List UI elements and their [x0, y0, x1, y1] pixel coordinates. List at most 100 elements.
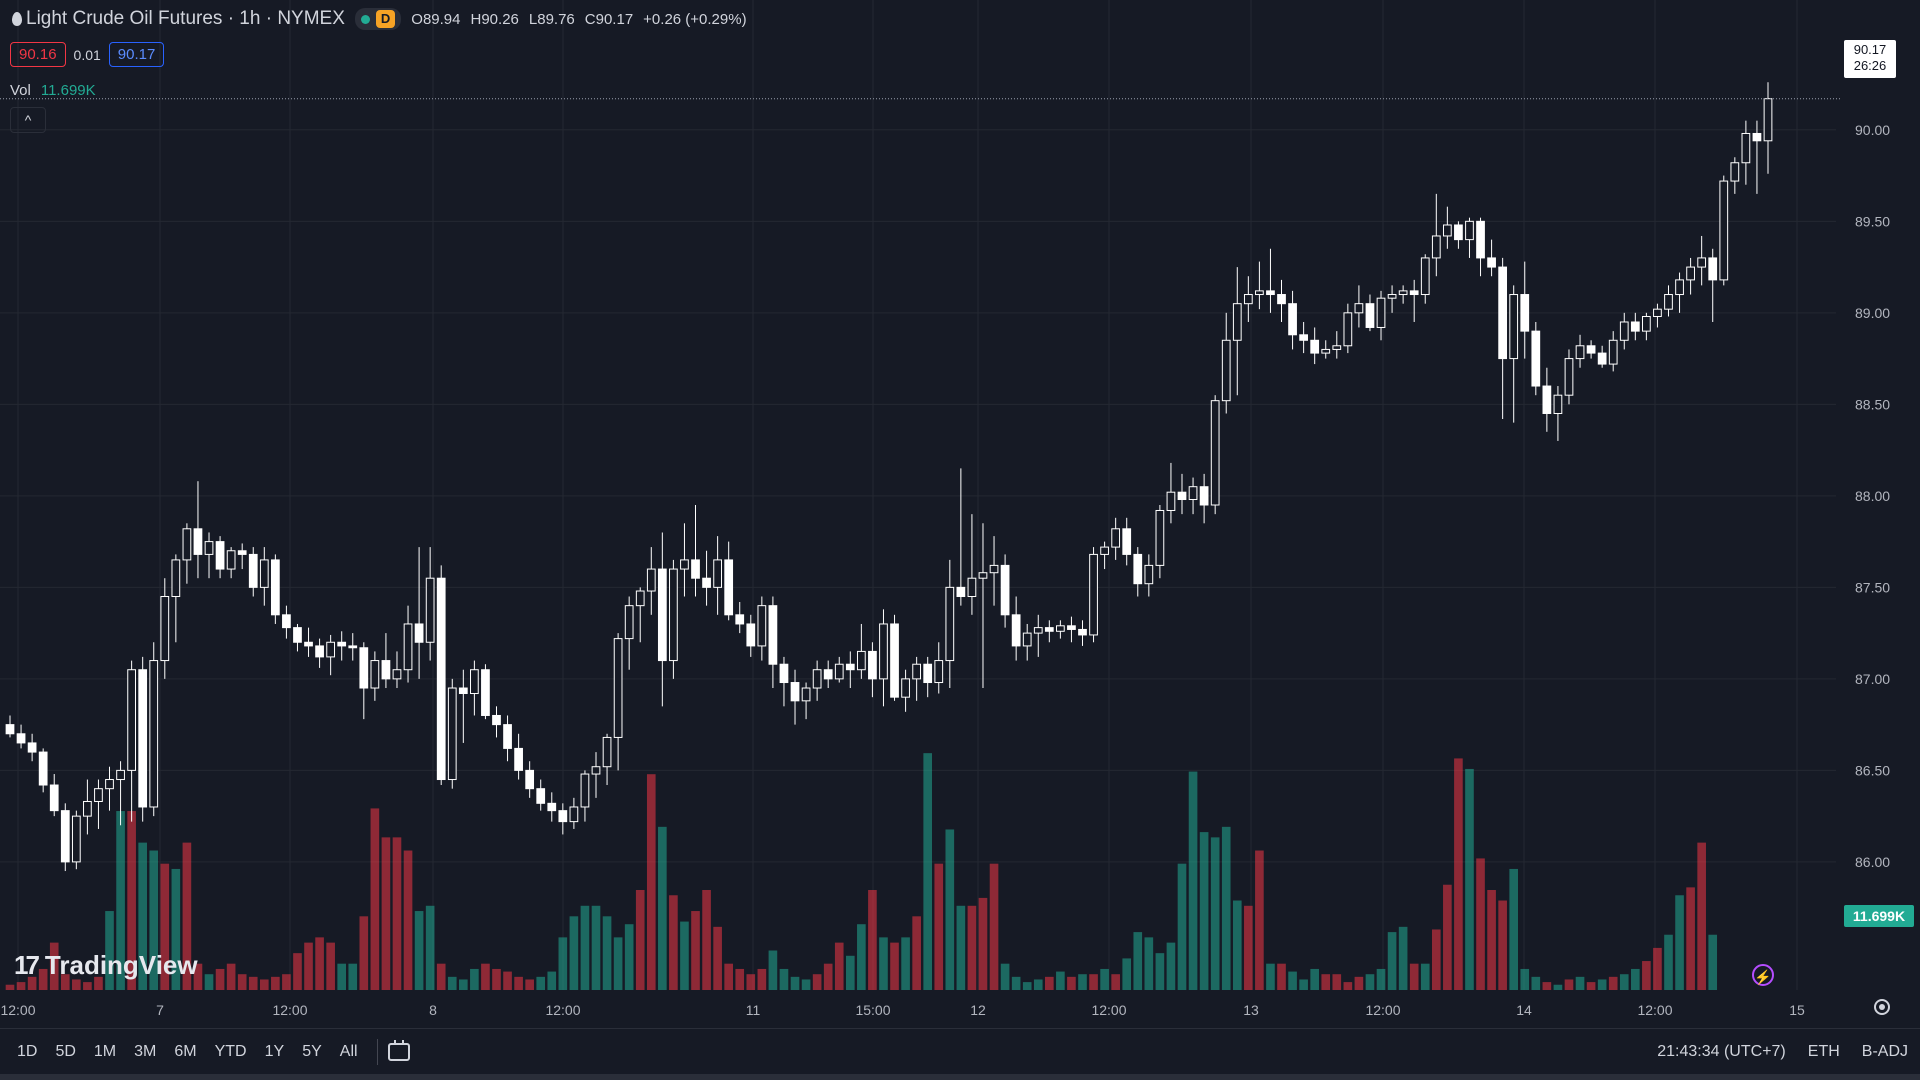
- candle-body: [1642, 315, 1651, 332]
- candle-body: [1564, 358, 1574, 396]
- range-1m[interactable]: 1M: [93, 1043, 117, 1060]
- collapse-legend-button[interactable]: ^: [10, 107, 46, 133]
- candle-body: [1531, 330, 1541, 387]
- candle-body: [1100, 546, 1109, 555]
- symbol-title[interactable]: Light Crude Oil Futures · 1h · NYMEX: [12, 8, 345, 30]
- sell-price-button[interactable]: 90.16: [10, 42, 66, 67]
- tradingview-wordmark: TradingView: [44, 950, 198, 980]
- calendar-icon[interactable]: [387, 1040, 410, 1061]
- price-tick-label: 88.00: [1855, 488, 1890, 504]
- time-tick-label: 15:00: [855, 1002, 890, 1018]
- candle-body: [1653, 308, 1662, 317]
- volume-bar: [525, 979, 534, 990]
- candle-body: [945, 586, 955, 662]
- volume-bar: [226, 963, 236, 990]
- candle-body: [757, 605, 767, 647]
- volume-bar: [1221, 826, 1231, 990]
- volume-label[interactable]: Vol: [10, 82, 31, 99]
- tradingview-logo[interactable]: 17 TradingView: [14, 950, 198, 981]
- volume-bar: [459, 979, 468, 990]
- volume-bar: [1266, 963, 1275, 990]
- clock[interactable]: 21:43:34 (UTC+7): [1657, 1043, 1786, 1060]
- lightning-icon[interactable]: ⚡: [1752, 964, 1774, 986]
- candle-body: [624, 605, 634, 640]
- volume-bar: [713, 926, 722, 990]
- candle-body: [768, 605, 778, 665]
- candle-body: [1442, 224, 1452, 237]
- price-axis[interactable]: 86.00 86.50 87.00 87.50 88.00 88.50 89.00 89.50…: [1855, 122, 1890, 870]
- volume-bar: [591, 905, 601, 990]
- candle-body: [1243, 294, 1253, 305]
- candle-body: [1288, 303, 1297, 336]
- candle-body: [304, 641, 313, 647]
- settings-icon[interactable]: [1874, 999, 1890, 1015]
- range-3m[interactable]: 3M: [134, 1043, 157, 1060]
- range-1d[interactable]: 1D: [17, 1043, 38, 1060]
- volume-bar: [1498, 900, 1507, 990]
- volume-bar: [1056, 971, 1065, 990]
- range-5y[interactable]: 5Y: [302, 1043, 322, 1060]
- volume-bar: [934, 863, 944, 990]
- candle-body: [1708, 257, 1718, 281]
- volume-bar: [1045, 976, 1054, 990]
- range-1y[interactable]: 1Y: [264, 1043, 285, 1060]
- candle-body: [1730, 162, 1740, 182]
- toolbar-divider: [376, 1039, 378, 1065]
- candle-body: [746, 623, 756, 647]
- volume-bar: [691, 911, 700, 990]
- market-status[interactable]: D: [354, 8, 402, 30]
- candle-body: [1376, 297, 1386, 328]
- volume-bar: [1553, 984, 1563, 990]
- volume-bar: [304, 942, 313, 990]
- candle-body: [956, 586, 966, 598]
- candle-body: [1509, 294, 1519, 360]
- volume-bar: [857, 924, 866, 990]
- volume-bar: [967, 905, 977, 990]
- volume-bar: [326, 942, 335, 990]
- volume-bar: [757, 968, 767, 990]
- volume-bar: [702, 890, 711, 990]
- candle-body: [127, 669, 136, 771]
- range-6m[interactable]: 6M: [174, 1043, 197, 1060]
- volume-bar: [923, 753, 933, 990]
- candle-body: [635, 590, 645, 607]
- candle-body: [1166, 491, 1176, 511]
- volume-bar: [1332, 974, 1342, 990]
- candle-body: [989, 564, 999, 574]
- volume-bar: [669, 895, 678, 990]
- candle-body: [1741, 132, 1751, 164]
- time-tick-label: 12:00: [1637, 1002, 1672, 1018]
- candle-body: [293, 627, 302, 643]
- volume-bar: [83, 982, 92, 990]
- candle-body: [1354, 303, 1364, 314]
- range-all[interactable]: All: [339, 1043, 358, 1060]
- volume-bar: [1564, 979, 1574, 990]
- candle-body: [182, 528, 192, 561]
- volume-bar: [138, 842, 147, 990]
- candle-body: [348, 645, 358, 649]
- buy-price-button[interactable]: 90.17: [108, 42, 165, 67]
- range-5d[interactable]: 5D: [55, 1043, 76, 1060]
- volume-bar: [1365, 974, 1375, 990]
- volume-bar: [381, 837, 391, 990]
- candle-body: [1089, 553, 1098, 636]
- volume-bar: [1409, 963, 1419, 990]
- volume-bar: [38, 968, 48, 990]
- bottom-scroll-strip: [0, 1074, 1920, 1080]
- volume-bar: [259, 979, 269, 990]
- volume-bar: [1100, 968, 1109, 990]
- grid: [0, 0, 1836, 990]
- volume-bar: [1487, 890, 1496, 990]
- candle-body: [646, 568, 656, 592]
- status-info: 21:43:34 (UTC+7) ETH B-ADJ: [1657, 1043, 1920, 1061]
- candle-body: [282, 614, 291, 629]
- time-axis[interactable]: 12:00 7 12:00 8 12:00 11 15:00 12 12:00 13 12:00 14…: [0, 1002, 1805, 1018]
- range-ytd[interactable]: YTD: [214, 1043, 247, 1060]
- session-toggle[interactable]: ETH: [1807, 1043, 1840, 1060]
- adjustment-toggle[interactable]: B-ADJ: [1861, 1043, 1908, 1060]
- candle-body: [1575, 345, 1585, 360]
- candle-body: [1520, 294, 1530, 332]
- candle-body: [1420, 257, 1430, 296]
- volume-bar: [1454, 758, 1463, 990]
